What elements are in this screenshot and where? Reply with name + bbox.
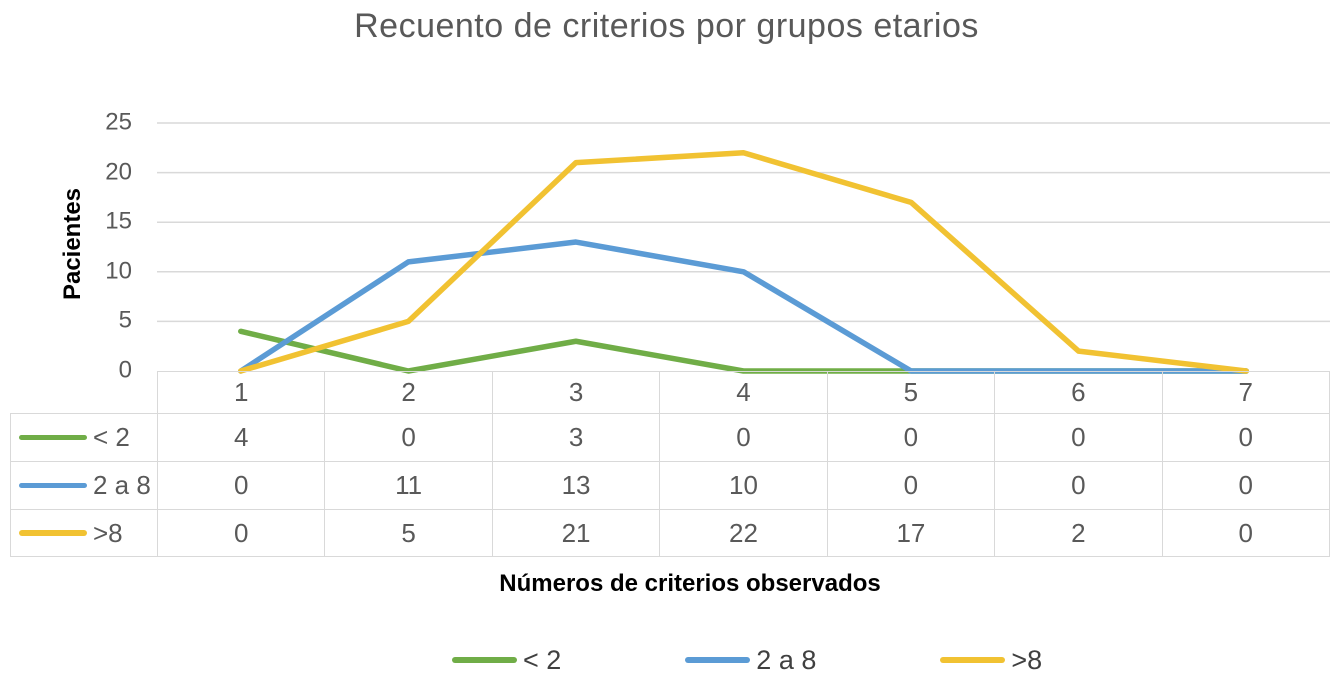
y-tick-label: 25 — [105, 108, 132, 136]
x-category-label: 5 — [826, 371, 996, 414]
table-value-cell: 10 — [659, 461, 828, 510]
series-name-label: < 2 — [93, 422, 130, 452]
series-swatch-icon — [19, 482, 87, 489]
y-tick-label: 20 — [105, 158, 132, 186]
legend-label: < 2 — [523, 645, 562, 673]
y-tick-label: 10 — [105, 257, 132, 285]
series-header-cell: >8 — [10, 509, 158, 557]
table-value-cell: 11 — [324, 461, 493, 510]
table-value-cell: 0 — [994, 461, 1163, 510]
table-value-cell: 21 — [491, 509, 661, 557]
table-value-cell: 3 — [491, 413, 661, 462]
legend-item: >8 — [940, 645, 1042, 673]
x-category-label: 3 — [491, 371, 661, 414]
chart-title: Recuento de criterios por grupos etarios — [354, 7, 979, 45]
series-name-label: >8 — [93, 517, 123, 548]
table-value-cell: 2 — [994, 509, 1163, 557]
table-value-cell: 13 — [491, 461, 661, 510]
legend-item: < 2 — [452, 645, 561, 673]
table-row: >8 0 5 21 22 17 2 0 — [10, 509, 1331, 557]
x-axis-title: Números de criterios observados — [499, 570, 881, 597]
table-value-cell: 0 — [1161, 461, 1331, 510]
table-value-cell: 5 — [324, 509, 493, 557]
legend-swatch-icon — [940, 657, 1006, 663]
table-value-cell: 17 — [826, 509, 996, 557]
series-header-cell: < 2 — [10, 413, 158, 462]
table-row: 2 a 8 0 11 13 10 0 0 0 — [10, 461, 1331, 510]
x-category-label: 1 — [156, 371, 326, 414]
table-value-cell: 0 — [659, 413, 828, 462]
table-value-cell: 0 — [1161, 413, 1331, 462]
x-category-label: 4 — [659, 371, 828, 414]
series-line->8 — [238, 150, 1249, 374]
legend-label: 2 a 8 — [756, 645, 817, 673]
x-category-label: 7 — [1161, 371, 1331, 414]
legend-swatch-icon — [452, 657, 517, 663]
table-value-cell: 0 — [826, 461, 996, 510]
table-value-cell: 0 — [826, 413, 996, 462]
table-value-cell: 4 — [156, 413, 326, 462]
series-swatch-icon — [19, 530, 87, 536]
legend-label: >8 — [1011, 645, 1043, 673]
series-swatch-icon — [19, 434, 87, 441]
series-header-cell: 2 a 8 — [10, 461, 158, 510]
table-value-cell: 0 — [156, 461, 326, 510]
series-name-label: 2 a 8 — [93, 470, 151, 500]
table-value-cell: 22 — [659, 509, 828, 557]
table-value-cell: 0 — [156, 509, 326, 557]
y-tick-label: 15 — [105, 207, 132, 235]
table-corner-blank — [10, 371, 158, 414]
x-category-label: 2 — [324, 371, 493, 414]
legend-item: 2 a 8 — [685, 645, 816, 673]
x-category-label: 6 — [994, 371, 1163, 414]
y-tick-label: 5 — [118, 306, 132, 334]
legend-swatch-icon — [685, 657, 751, 663]
table-value-cell: 0 — [1161, 509, 1331, 557]
table-value-cell: 0 — [994, 413, 1163, 462]
legend: < 2 2 a 8 >8 — [452, 645, 1042, 673]
table-value-cell: 0 — [324, 413, 493, 462]
